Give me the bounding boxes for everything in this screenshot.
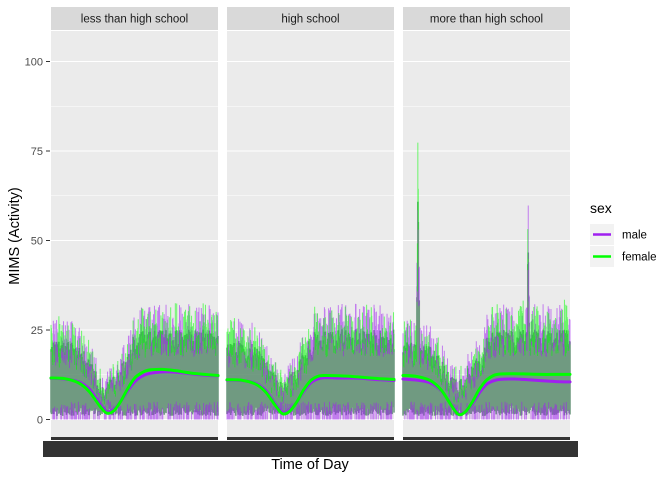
y-tick-label: 50 — [31, 236, 43, 248]
y-tick-label: 0 — [37, 415, 43, 427]
legend: sex male female — [590, 200, 657, 267]
series-line-female — [225, 373, 396, 416]
facet-panel: more than high school — [401, 7, 572, 437]
legend-title: sex — [590, 200, 612, 216]
raw-female — [402, 142, 570, 403]
x-axis — [43, 437, 578, 457]
series-line-female — [401, 372, 572, 417]
legend-label-male: male — [622, 230, 647, 242]
y-axis-title: MIMS (Activity) — [7, 187, 23, 284]
facet-panel: less than high school — [49, 7, 220, 437]
facet-panels: less than high school high school more tha… — [49, 7, 572, 437]
x-tick-labels — [43, 441, 226, 457]
facet-strip — [403, 7, 570, 30]
y-tick-label: 75 — [31, 146, 43, 158]
facet-strip-label: high school — [281, 14, 339, 26]
facet-panel: high school — [225, 7, 396, 437]
x-tick-labels — [395, 441, 578, 457]
y-axis: 0 25 50 75 100 — [25, 57, 50, 427]
facet-strip-label: more than high school — [430, 14, 543, 26]
raw-female — [226, 304, 395, 402]
facet-strip — [227, 7, 394, 30]
x-tick-labels — [219, 441, 402, 457]
legend-label-female: female — [622, 252, 657, 264]
series-line-female — [49, 367, 220, 415]
x-axis-title: Time of Day — [271, 457, 349, 473]
y-tick-label: 25 — [31, 325, 43, 337]
facet-strip-label: less than high school — [81, 14, 188, 26]
y-tick-label: 100 — [25, 57, 43, 69]
facet-strip — [51, 7, 218, 30]
raw-female — [50, 303, 219, 405]
